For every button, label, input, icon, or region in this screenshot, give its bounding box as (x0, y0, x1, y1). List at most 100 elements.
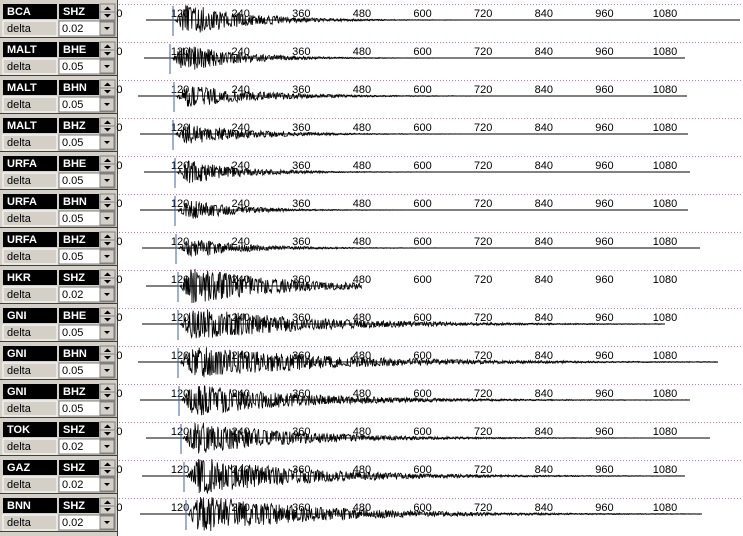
spin-button[interactable] (99, 41, 116, 59)
component-box (59, 270, 99, 285)
delta-dropdown[interactable]: 0.02 (58, 514, 116, 531)
station-name: URFA (7, 234, 37, 246)
spin-button[interactable] (99, 421, 116, 439)
waveform (175, 86, 526, 107)
component-name: SHZ (63, 424, 85, 436)
station-box (3, 156, 57, 171)
time-tick-label: 960 (595, 312, 613, 324)
time-tick-label: 480 (353, 274, 371, 286)
time-tick-label: 1080 (653, 388, 677, 400)
delta-dropdown[interactable]: 0.05 (58, 210, 116, 227)
delta-label: delta (7, 365, 32, 377)
station-name: MALT (7, 120, 37, 132)
spin-button[interactable] (99, 383, 116, 401)
spin-up-arrow (104, 500, 111, 504)
spin-button[interactable] (99, 117, 116, 135)
spin-down-arrow (104, 128, 111, 132)
spin-up-arrow (104, 272, 111, 276)
delta-dropdown[interactable]: 0.05 (58, 58, 116, 75)
spin-button[interactable] (99, 307, 116, 325)
component-box (59, 460, 99, 475)
spin-down-arrow (104, 318, 111, 322)
waveform (182, 422, 683, 454)
spin-button[interactable] (99, 193, 116, 211)
station-box (3, 460, 57, 475)
delta-dropdown[interactable]: 0.05 (58, 324, 116, 341)
waveform (174, 5, 475, 33)
time-tick-label: 840 (535, 8, 553, 20)
spin-up-arrow (104, 82, 111, 86)
spin-button[interactable] (99, 497, 116, 515)
spin-button[interactable] (99, 459, 116, 477)
component-name: BHZ (63, 386, 86, 398)
component-box (59, 118, 99, 133)
dropdown-arrow (104, 179, 110, 182)
delta-label: delta (7, 137, 32, 149)
spin-button[interactable] (99, 269, 116, 287)
station-box (3, 498, 57, 513)
time-tick-label: 480 (353, 84, 371, 96)
delta-dropdown[interactable]: 0.05 (58, 248, 116, 265)
delta-value: 0.05 (62, 213, 83, 225)
station-box (3, 4, 57, 19)
waveform (177, 239, 478, 258)
delta-dropdown[interactable]: 0.05 (58, 96, 116, 113)
waveform (179, 268, 363, 304)
spin-button[interactable] (99, 3, 116, 21)
delta-value: 0.05 (62, 61, 83, 73)
delta-label: delta (7, 23, 32, 35)
component-box (59, 156, 99, 171)
delta-value: 0.05 (62, 327, 83, 339)
time-tick-label: 960 (595, 8, 613, 20)
time-tick-label: 600 (413, 46, 431, 58)
waveform (180, 385, 690, 416)
station-box (3, 346, 57, 361)
spin-button[interactable] (99, 155, 116, 173)
delta-label-box (2, 58, 58, 75)
station-name: URFA (7, 158, 37, 170)
time-tick-label: 720 (474, 8, 492, 20)
time-tick-label: 120 (171, 426, 189, 438)
spin-up-arrow (104, 158, 111, 162)
time-tick-label: 840 (535, 388, 553, 400)
time-tick-label: 0 (116, 464, 122, 476)
spin-up-arrow (104, 196, 111, 200)
delta-dropdown[interactable]: 0.02 (58, 438, 116, 455)
delta-dropdown[interactable]: 0.02 (58, 476, 116, 493)
spin-up-arrow (104, 310, 111, 314)
time-tick-label: 360 (292, 8, 310, 20)
dropdown-arrow (104, 483, 110, 486)
component-name: BHN (63, 348, 87, 360)
delta-dropdown[interactable]: 0.02 (58, 286, 116, 303)
spin-up-arrow (104, 234, 111, 238)
delta-dropdown[interactable]: 0.05 (58, 172, 116, 189)
spin-down-arrow (104, 52, 111, 56)
station-name: TOK (7, 424, 30, 436)
station-name: BCA (7, 6, 31, 18)
delta-label-box (2, 210, 58, 227)
time-tick-label: 360 (292, 46, 310, 58)
time-tick-label: 480 (353, 198, 371, 210)
spin-button[interactable] (99, 79, 116, 97)
delta-dropdown[interactable]: 0.05 (58, 134, 116, 151)
component-name: SHZ (63, 272, 85, 284)
time-tick-label: 240 (231, 122, 249, 134)
delta-dropdown[interactable]: 0.02 (58, 20, 116, 37)
time-tick-label: 960 (595, 502, 613, 514)
time-tick-label: 0 (116, 502, 122, 514)
time-tick-label: 840 (535, 464, 553, 476)
time-tick-label: 120 (171, 236, 189, 248)
spin-button[interactable] (99, 345, 116, 363)
component-name: BHZ (63, 234, 86, 246)
delta-dropdown[interactable]: 0.05 (58, 362, 116, 379)
spin-down-arrow (104, 90, 111, 94)
time-tick-label: 120 (171, 388, 189, 400)
delta-dropdown[interactable]: 0.05 (58, 400, 116, 417)
time-tick-label: 0 (116, 426, 122, 438)
delta-label-box (2, 324, 58, 341)
time-tick-label: 480 (353, 122, 371, 134)
spin-button[interactable] (99, 231, 116, 249)
